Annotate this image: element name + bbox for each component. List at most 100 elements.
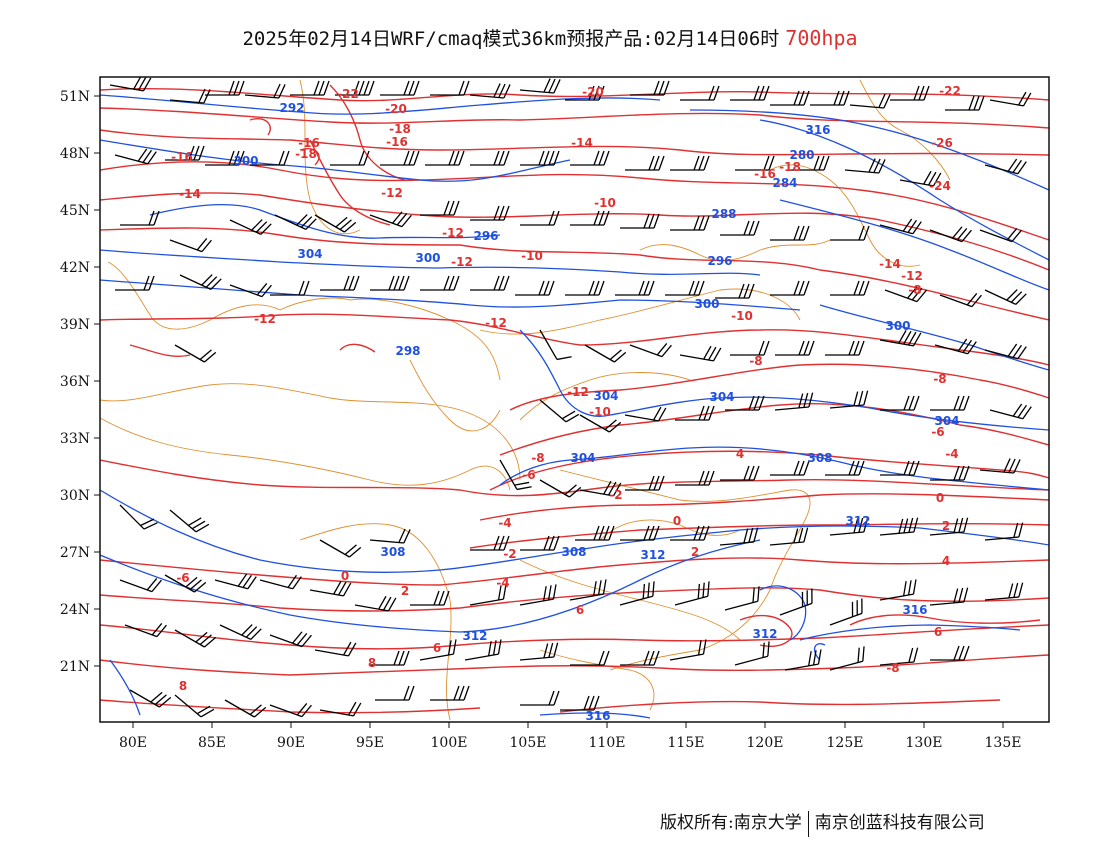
wind-barb bbox=[730, 340, 770, 356]
wind-barb bbox=[830, 225, 870, 241]
wind-barb bbox=[520, 210, 560, 226]
wind-barb bbox=[735, 155, 775, 171]
x-tick-label: 95E bbox=[356, 735, 384, 751]
temperature-label: -12 bbox=[485, 316, 507, 330]
temperature-label: 2 bbox=[942, 519, 950, 533]
wind-barb bbox=[410, 590, 450, 606]
temperature-label: -18 bbox=[779, 160, 801, 174]
height-label: 304 bbox=[593, 389, 618, 403]
y-tick-label: 24N bbox=[60, 602, 90, 618]
height-label: 312 bbox=[845, 514, 870, 528]
wind-barb bbox=[169, 509, 210, 533]
plot-frame bbox=[99, 76, 1050, 723]
wind-barb bbox=[629, 343, 672, 358]
wind-barb bbox=[890, 85, 930, 101]
boundary-line bbox=[859, 79, 951, 181]
wind-barb bbox=[320, 275, 360, 291]
wind-barb bbox=[984, 582, 1024, 601]
height-label: 280 bbox=[789, 148, 814, 162]
wind-barb bbox=[570, 210, 610, 226]
y-tick-label: 27N bbox=[60, 545, 90, 561]
height-contour bbox=[149, 203, 501, 239]
height-contour bbox=[100, 539, 761, 633]
temperature-contours bbox=[100, 84, 1049, 714]
wind-barb bbox=[165, 145, 205, 161]
wind-barb bbox=[879, 330, 922, 347]
temperature-label: -8 bbox=[908, 283, 921, 297]
wind-barb bbox=[829, 646, 865, 671]
height-label: 308 bbox=[561, 545, 586, 559]
height-label: 296 bbox=[473, 229, 498, 243]
wind-barb bbox=[769, 527, 809, 546]
chart-title: 2025年02月14日WRF/cmaq模式36km预报产品:02月14日06时 7… bbox=[0, 24, 1100, 51]
y-tick-label: 39N bbox=[60, 317, 90, 333]
wind-barb bbox=[539, 329, 572, 361]
height-contour bbox=[100, 489, 1049, 573]
height-contour bbox=[813, 643, 826, 661]
wind-barb bbox=[470, 275, 510, 291]
wind-barb bbox=[119, 504, 158, 530]
y-tick-label: 42N bbox=[60, 260, 90, 276]
height-label: 300 bbox=[233, 154, 258, 168]
wind-barb bbox=[929, 517, 969, 536]
boundary-line bbox=[639, 239, 831, 261]
wind-barb bbox=[989, 403, 1032, 420]
wind-barb bbox=[670, 525, 710, 541]
x-tick-label: 90E bbox=[277, 735, 305, 751]
wind-barb bbox=[665, 280, 705, 296]
axis-ticks: 80E 85E 90E 95E 100E 105E 110E 115E 120E 125E 130E… bbox=[60, 89, 1022, 751]
wind-barb bbox=[675, 405, 715, 421]
temperature-label: -14 bbox=[879, 257, 901, 271]
temperature-label: -12 bbox=[381, 186, 403, 200]
height-contour bbox=[759, 585, 807, 641]
wind-barb bbox=[929, 587, 969, 606]
temperature-label: -12 bbox=[901, 269, 923, 283]
height-contour bbox=[689, 109, 1049, 191]
wind-barb bbox=[319, 701, 362, 717]
height-label: 300 bbox=[415, 251, 440, 265]
wind-barb bbox=[519, 584, 557, 606]
x-tick-label: 120E bbox=[747, 735, 784, 751]
boundary-line bbox=[299, 523, 452, 721]
height-label: 312 bbox=[752, 627, 777, 641]
temperature-label: -16 bbox=[298, 136, 320, 150]
wind-barb bbox=[565, 280, 605, 296]
wind-barb bbox=[169, 88, 211, 104]
boundary-line bbox=[100, 417, 511, 491]
temperature-label: -10 bbox=[521, 249, 543, 263]
temperature-label: -16 bbox=[171, 150, 193, 164]
wind-barb bbox=[829, 390, 869, 409]
boundary-line bbox=[107, 261, 501, 381]
wind-barb bbox=[584, 344, 627, 363]
boundary-line bbox=[479, 288, 801, 335]
height-contour bbox=[109, 659, 141, 716]
wind-barb bbox=[579, 480, 622, 497]
height-label: 300 bbox=[694, 297, 719, 311]
footer-separator bbox=[807, 810, 809, 837]
wind-barb bbox=[879, 218, 922, 235]
temperature-contour bbox=[100, 699, 481, 714]
height-label: 304 bbox=[297, 247, 322, 261]
y-tick-label: 36N bbox=[60, 374, 90, 390]
temperature-contour bbox=[100, 129, 1049, 156]
temperature-label: -14 bbox=[571, 136, 593, 150]
temperature-contour bbox=[100, 87, 1049, 102]
wind-barb bbox=[464, 639, 502, 661]
wind-barb bbox=[164, 574, 207, 593]
wind-barb bbox=[929, 226, 972, 243]
wind-barb bbox=[624, 406, 667, 422]
wind-barb bbox=[205, 150, 245, 166]
height-contour bbox=[799, 624, 1021, 641]
footer-left: 版权所有:南京大学 bbox=[660, 813, 802, 833]
boundary-line bbox=[519, 372, 691, 421]
y-tick-label: 30N bbox=[60, 488, 90, 504]
height-label: 316 bbox=[805, 123, 830, 137]
boundary-line bbox=[299, 79, 361, 235]
copyright-footer: 版权所有:南京大学 南京创蓝科技有限公司 bbox=[660, 808, 985, 837]
height-label: 316 bbox=[902, 603, 927, 617]
wind-barb bbox=[810, 90, 850, 106]
wind-barb bbox=[880, 460, 920, 476]
temperature-contour bbox=[100, 459, 1049, 497]
wind-barb bbox=[119, 578, 162, 593]
